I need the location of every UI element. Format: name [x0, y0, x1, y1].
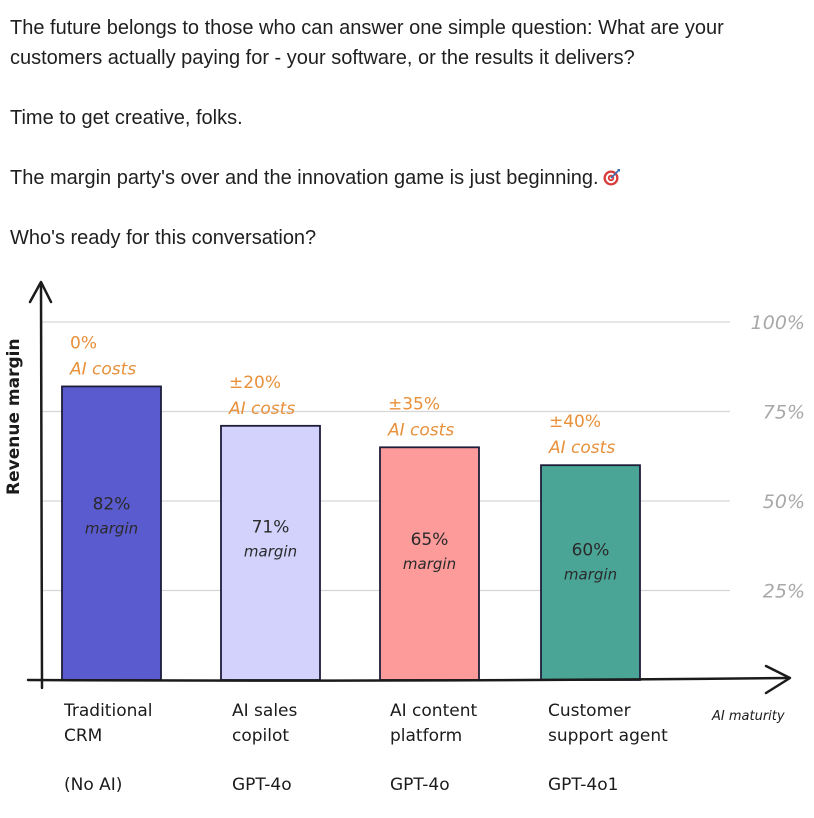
y-axis-arrowhead: [28, 280, 53, 304]
category-model-label: (No AI): [64, 775, 122, 795]
x-axis-line: [26, 676, 790, 682]
chart-axes: Revenue margin AI maturity: [4, 280, 792, 724]
cost-label-pct: ±35%: [388, 394, 440, 414]
y-tick-label: 75%: [763, 402, 805, 424]
category-label-line2: copilot: [232, 726, 289, 746]
bar-value-label: 82%: [93, 495, 131, 515]
cost-label-text: AI costs: [387, 420, 454, 440]
y-tick-labels: 25% 50% 75% 100%: [751, 312, 805, 603]
post-paragraph: The future belongs to those who can answ…: [10, 17, 724, 69]
x-axis-arrowhead: [764, 664, 792, 695]
cost-label-pct: ±20%: [229, 373, 281, 393]
cost-label-text: AI costs: [69, 359, 136, 379]
category-model-label: GPT-4o: [232, 775, 292, 795]
y-tick-label: 100%: [751, 312, 805, 334]
bar-margin-label: margin: [564, 565, 617, 583]
post-paragraph: Who's ready for this conversation?: [10, 227, 317, 249]
category-model-label: GPT-4o1: [548, 775, 618, 795]
target-dart-icon: [603, 169, 620, 186]
category-model-label: GPT-4o: [390, 775, 450, 795]
y-tick-label: 25%: [763, 581, 805, 603]
category-label-line2: support agent: [548, 726, 668, 746]
y-axis-label: Revenue margin: [4, 338, 24, 495]
cost-label-pct: ±40%: [549, 412, 601, 432]
bar: [220, 424, 321, 681]
bar-margin-label: margin: [244, 543, 297, 561]
bar-value-label: 60%: [572, 540, 610, 560]
category-label-line1: Traditional: [63, 701, 153, 721]
post-paragraph: Time to get creative, folks.: [10, 107, 243, 129]
bar: [61, 385, 162, 681]
bar-margin-label: margin: [403, 555, 456, 573]
chart-bars: 82% margin 0% AI costs 71% margin ±20% AI costs…: [61, 333, 641, 681]
y-axis-line: [39, 283, 44, 690]
x-axis-label: AI maturity: [711, 709, 785, 724]
category-label-line1: AI content: [390, 701, 477, 721]
category-label-line1: Customer: [548, 701, 631, 721]
cost-label-text: AI costs: [228, 399, 295, 419]
cost-label-text: AI costs: [548, 438, 615, 458]
post-paragraph-text: The margin party's over and the innovati…: [10, 167, 599, 189]
bar-value-label: 71%: [252, 518, 290, 538]
category-label-line1: AI sales: [232, 701, 298, 721]
category-label-line2: CRM: [64, 726, 102, 746]
margin-bar-chart: 82% margin 0% AI costs 71% margin ±20% AI costs…: [4, 280, 805, 795]
bar-value-label: 65%: [411, 530, 449, 550]
bar: [379, 446, 480, 681]
y-tick-label: 50%: [763, 491, 805, 513]
post-paragraph: The margin party's over and the innovati…: [10, 163, 621, 193]
category-label-line2: platform: [390, 726, 462, 746]
bar: [540, 464, 641, 681]
bar-margin-label: margin: [85, 520, 138, 538]
cost-label-pct: 0%: [70, 333, 97, 353]
category-labels: Traditional CRM (No AI) AI sales copilot GPT-…: [63, 701, 668, 795]
